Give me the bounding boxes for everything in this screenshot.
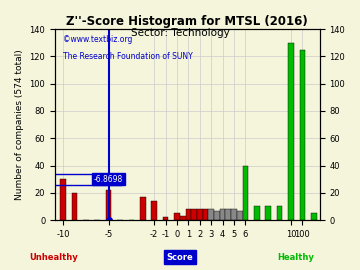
Text: The Research Foundation of SUNY: The Research Foundation of SUNY (63, 52, 193, 61)
Bar (300, 50, 305, 220)
Bar (185, 209, 191, 220)
Bar (254, 207, 260, 220)
Bar (214, 211, 220, 220)
Text: Unhealthy: Unhealthy (30, 253, 78, 262)
Text: Score: Score (167, 253, 193, 262)
Bar (151, 201, 157, 220)
Bar (60, 179, 66, 220)
Bar (208, 209, 214, 220)
Bar (174, 213, 180, 220)
Bar (72, 193, 77, 220)
Bar (180, 216, 185, 220)
Bar (163, 217, 168, 220)
Bar (106, 190, 112, 220)
Bar (220, 209, 225, 220)
Bar (225, 209, 231, 220)
Text: -6.8698: -6.8698 (94, 175, 123, 184)
Text: ©www.textbiz.org: ©www.textbiz.org (63, 35, 132, 44)
Bar (191, 209, 197, 220)
Bar (197, 209, 203, 220)
Bar (311, 213, 317, 220)
Bar (277, 207, 283, 220)
Title: Z''-Score Histogram for MTSL (2016): Z''-Score Histogram for MTSL (2016) (66, 15, 308, 28)
Bar (231, 209, 237, 220)
Bar (265, 207, 271, 220)
Bar (203, 209, 208, 220)
Text: Sector: Technology: Sector: Technology (131, 28, 229, 38)
Bar (237, 211, 243, 220)
Bar (288, 43, 294, 220)
Bar (243, 166, 248, 220)
Bar (140, 197, 146, 220)
Text: Healthy: Healthy (277, 253, 314, 262)
Y-axis label: Number of companies (574 total): Number of companies (574 total) (15, 49, 24, 200)
